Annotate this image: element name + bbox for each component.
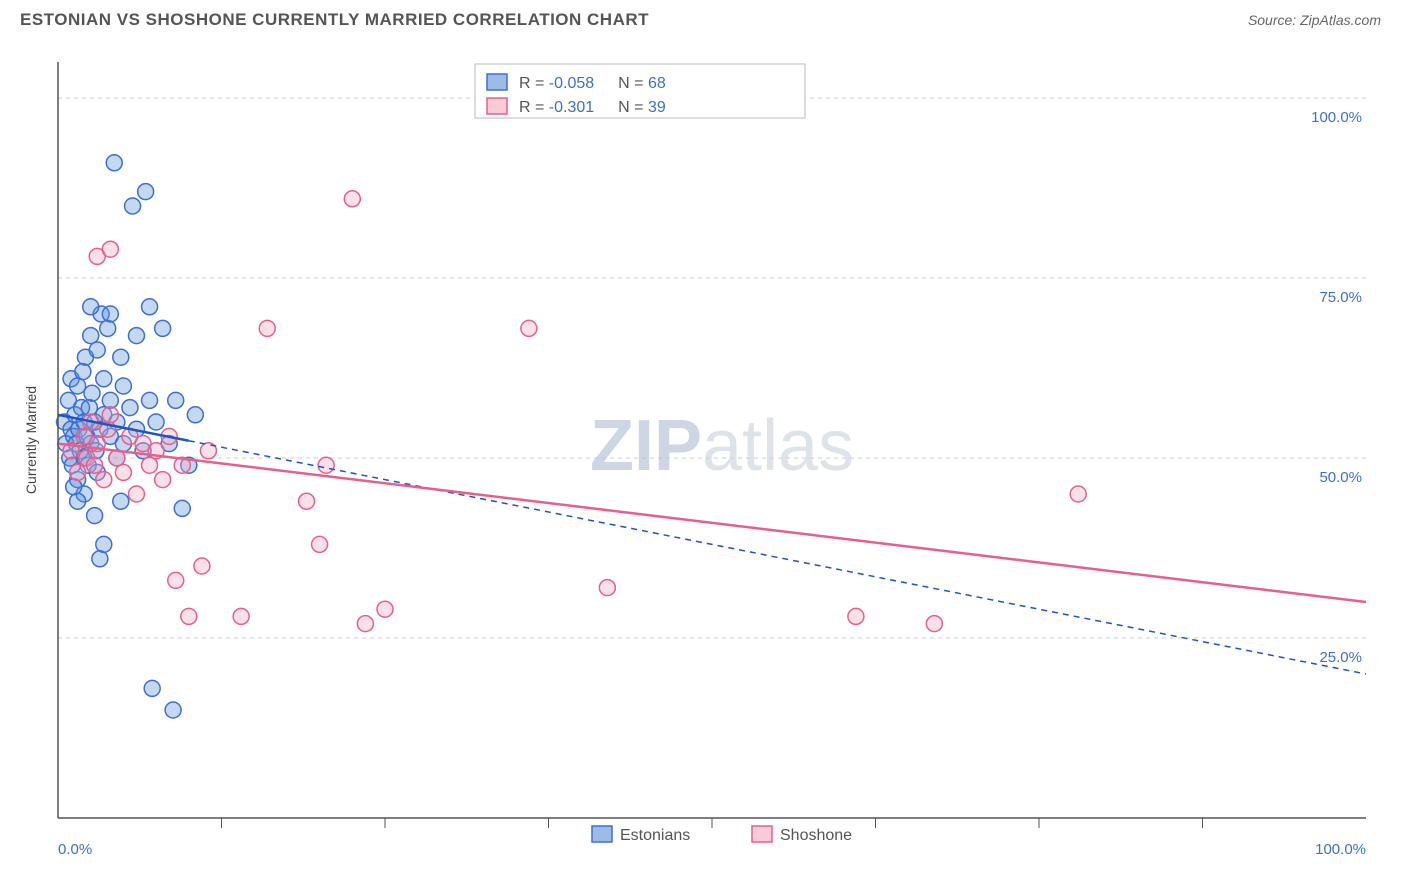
svg-text:Shoshone: Shoshone — [780, 827, 852, 844]
svg-text:ZIPatlas: ZIPatlas — [590, 406, 854, 486]
svg-text:100.0%: 100.0% — [1311, 109, 1362, 126]
svg-text:0.0%: 0.0% — [58, 841, 92, 858]
svg-text:50.0%: 50.0% — [1319, 469, 1362, 486]
correlation-chart: 25.0% 50.0% 75.0% 100.0% ZIPatlas 0.0% 100.0% C… — [20, 40, 1386, 870]
svg-text:75.0%: 75.0% — [1319, 289, 1362, 306]
svg-text:Currently Married: Currently Married — [23, 386, 39, 494]
svg-text:R = -0.058N = 68: R = -0.058N = 68 — [519, 75, 666, 92]
chart-title: ESTONIAN VS SHOSHONE CURRENTLY MARRIED C… — [20, 10, 649, 30]
svg-text:R = -0.301N = 39: R = -0.301N = 39 — [519, 99, 666, 116]
source-attribution: Source: ZipAtlas.com — [1248, 12, 1381, 28]
svg-text:25.0%: 25.0% — [1319, 649, 1362, 666]
svg-text:Estonians: Estonians — [620, 827, 690, 844]
svg-text:100.0%: 100.0% — [1315, 841, 1366, 858]
